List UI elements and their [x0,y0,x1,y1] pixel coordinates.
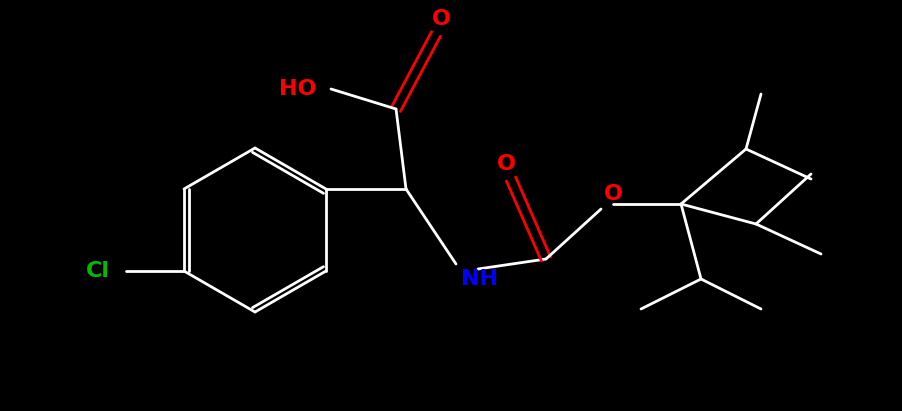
Text: NH: NH [461,269,498,289]
Text: O: O [603,184,622,204]
Text: HO: HO [279,79,316,99]
Text: O: O [496,154,516,174]
Text: O: O [431,9,450,29]
Text: Cl: Cl [86,261,110,281]
